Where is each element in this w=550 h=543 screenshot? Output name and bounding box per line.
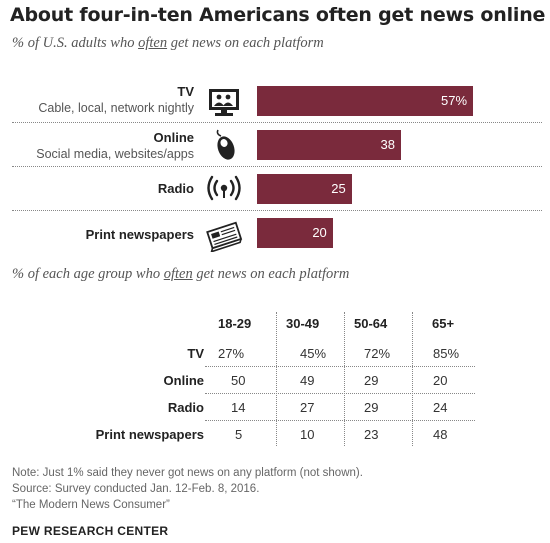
chart-title: About four-in-ten Americans often get ne… bbox=[10, 4, 546, 26]
table-row-label: Print newspapers bbox=[95, 427, 204, 442]
column-header: 65+ bbox=[432, 316, 455, 331]
source-text: Source: Survey conducted Jan. 12-Feb. 8,… bbox=[12, 483, 260, 495]
column-divider bbox=[276, 312, 277, 446]
column-header: 50-64 bbox=[354, 316, 388, 331]
table-cell: 49 bbox=[300, 373, 315, 388]
bar: 20 bbox=[257, 218, 333, 248]
table-cell: 10 bbox=[300, 427, 315, 442]
table-cell: 5 bbox=[235, 427, 243, 442]
note-text: Note: Just 1% said they never got news o… bbox=[12, 467, 363, 479]
table-row-label: Radio bbox=[167, 400, 204, 415]
column-divider bbox=[344, 312, 345, 446]
chart-subtitle: % of U.S. adults who often get news on e… bbox=[12, 35, 324, 52]
table-cell: 29 bbox=[364, 400, 379, 415]
bar: 38 bbox=[257, 130, 402, 160]
category-label: Online bbox=[153, 130, 194, 145]
category-label: Print newspapers bbox=[85, 227, 194, 242]
table-cell: 27% bbox=[218, 346, 245, 361]
category-label: Radio bbox=[157, 181, 194, 196]
table-cell: 72% bbox=[364, 346, 391, 361]
subtitle-emphasis: often bbox=[163, 266, 193, 282]
table-cell: 24 bbox=[433, 400, 448, 415]
bar-row-tv: TV Cable, local, network nightly 57% bbox=[0, 84, 550, 130]
subtitle-text: get news on each platform bbox=[192, 266, 350, 282]
column-header: 18-29 bbox=[218, 316, 252, 331]
subtitle-emphasis: often bbox=[138, 35, 168, 51]
footer-credit: PEW RESEARCH CENTER bbox=[12, 524, 169, 538]
subtitle-text: get news on each platform bbox=[167, 35, 324, 51]
table-cell: 45% bbox=[300, 346, 327, 361]
table-cell: 20 bbox=[433, 373, 448, 388]
table-row-label: Online bbox=[163, 373, 204, 388]
table-cell: 50 bbox=[231, 373, 246, 388]
table-cell: 85% bbox=[433, 346, 460, 361]
bar-value-label: 57% bbox=[440, 93, 468, 108]
row-divider bbox=[12, 122, 542, 123]
column-header: 30-49 bbox=[286, 316, 320, 331]
table-cell: 48 bbox=[433, 427, 448, 442]
subtitle-text: % of each age group who bbox=[12, 266, 164, 282]
bar-value-label: 20 bbox=[312, 225, 327, 240]
row-divider bbox=[205, 393, 475, 394]
table-cell: 14 bbox=[231, 400, 246, 415]
row-divider bbox=[205, 420, 475, 421]
bar-value-label: 25 bbox=[331, 181, 346, 196]
newspaper-icon bbox=[204, 218, 244, 253]
bar-row-radio: Radio 25 bbox=[0, 172, 550, 218]
subtitle-text: % of U.S. adults who bbox=[12, 35, 139, 51]
column-divider bbox=[412, 312, 413, 446]
table-subtitle: % of each age group who often get news o… bbox=[12, 266, 349, 283]
tv-icon bbox=[204, 86, 244, 120]
bar: 57% bbox=[257, 86, 474, 116]
row-divider bbox=[12, 210, 542, 211]
row-divider bbox=[205, 366, 475, 367]
mouse-icon bbox=[204, 128, 244, 162]
table-cell: 29 bbox=[364, 373, 379, 388]
category-label: TV bbox=[177, 84, 194, 99]
bar-value-label: 38 bbox=[380, 137, 396, 152]
bar-row-online: Online Social media, websites/apps 38 bbox=[0, 128, 550, 174]
category-sublabel: Cable, local, network nightly bbox=[38, 101, 194, 115]
table-cell: 23 bbox=[364, 427, 379, 442]
report-text: “The Modern News Consumer” bbox=[12, 499, 170, 511]
radio-icon bbox=[204, 172, 244, 206]
bar-row-print: Print newspapers 20 bbox=[0, 216, 550, 262]
row-divider bbox=[12, 166, 542, 167]
bar: 25 bbox=[257, 174, 352, 204]
table-row-label: TV bbox=[187, 346, 204, 361]
table-cell: 27 bbox=[300, 400, 315, 415]
category-sublabel: Social media, websites/apps bbox=[36, 147, 194, 161]
